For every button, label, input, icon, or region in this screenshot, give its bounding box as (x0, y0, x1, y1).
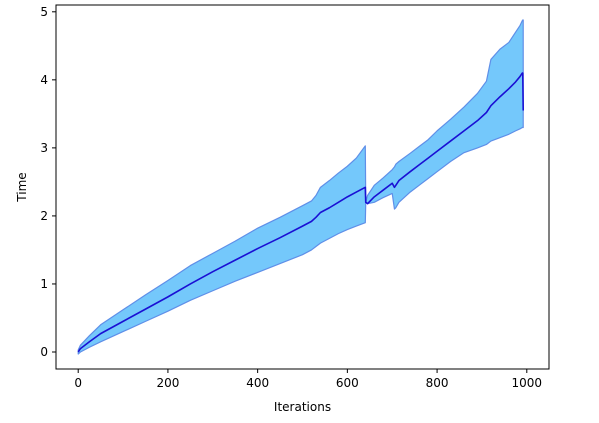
y-tick-label: 2 (40, 209, 48, 223)
x-tick-label: 800 (426, 376, 449, 390)
y-tick-label: 5 (40, 5, 48, 19)
y-tick-label: 4 (40, 73, 48, 87)
x-tick-label: 200 (156, 376, 179, 390)
y-tick-label: 3 (40, 141, 48, 155)
x-tick-label: 600 (336, 376, 359, 390)
y-tick-label: 0 (40, 345, 48, 359)
x-axis-label: Iterations (274, 400, 331, 414)
plot-frame (55, 4, 550, 370)
y-axis-label: Time (15, 172, 29, 202)
x-tick-label: 0 (74, 376, 82, 390)
x-tick-label: 1000 (512, 376, 543, 390)
axes: 0 200 400 600 800 1000 0 1 2 3 4 5 (40, 4, 550, 390)
y-tick-label: 1 (40, 277, 48, 291)
plot-area (77, 19, 525, 355)
x-tick-label: 400 (246, 376, 269, 390)
confidence-band (77, 19, 524, 355)
mean-line (77, 72, 525, 353)
